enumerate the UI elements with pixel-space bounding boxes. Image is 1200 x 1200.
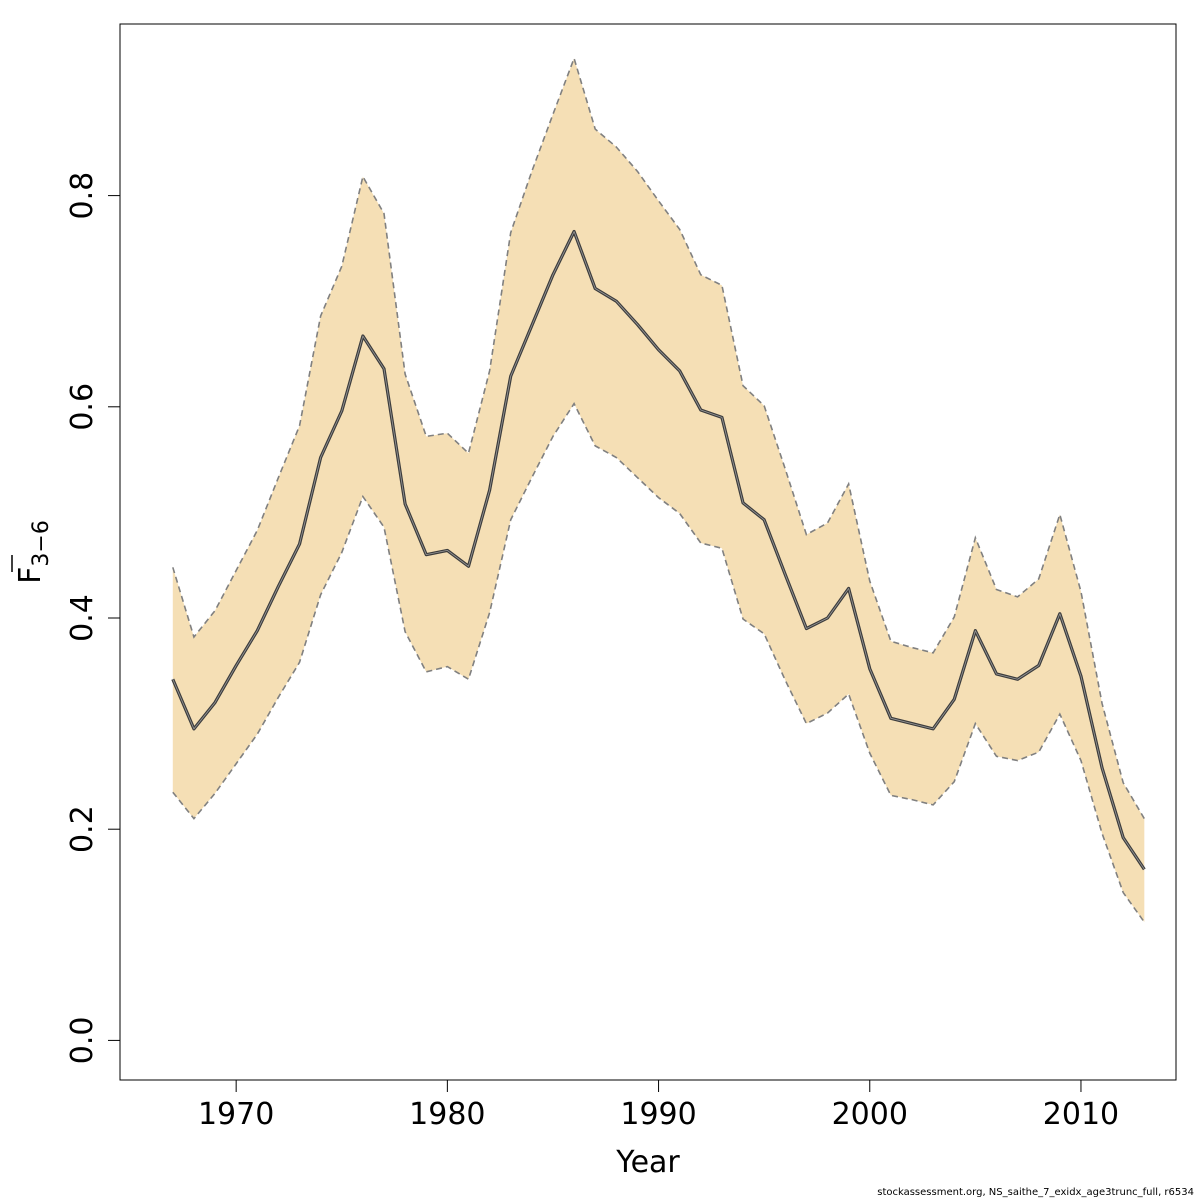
x-axis: 1970 1980 1990 2000 2010 (198, 1079, 1119, 1132)
plot-area (171, 55, 1146, 923)
y-tick-label: 0.8 (65, 172, 100, 220)
x-tick-label: 1990 (620, 1097, 696, 1132)
svg-text:F3−6: F3−6 (13, 520, 54, 584)
x-tick-label: 1970 (198, 1097, 274, 1132)
x-tick-label: 1980 (409, 1097, 485, 1132)
x-tick-label: 2000 (832, 1097, 908, 1132)
x-axis-title: Year (615, 1145, 680, 1180)
y-axis: 0.0 0.2 0.4 0.6 0.8 (65, 172, 121, 1065)
x-tick-label: 2010 (1043, 1097, 1119, 1132)
y-tick-label: 0.4 (65, 594, 100, 642)
y-axis-title-subscript: 3−6 (29, 520, 54, 566)
y-tick-label: 0.0 (65, 1017, 100, 1065)
ci-band (172, 58, 1145, 923)
upper-ci-line (172, 55, 1146, 820)
y-tick-label: 0.2 (65, 805, 100, 853)
estimate-line-core (172, 231, 1145, 870)
y-axis-title: F3−6 (11, 520, 54, 584)
lower-ci-line (172, 402, 1145, 923)
footer-credit: stockassessment.org, NS_saithe_7_exidx_a… (877, 1187, 1194, 1198)
y-tick-label: 0.6 (65, 383, 100, 431)
y-axis-title-main: F (13, 567, 48, 584)
